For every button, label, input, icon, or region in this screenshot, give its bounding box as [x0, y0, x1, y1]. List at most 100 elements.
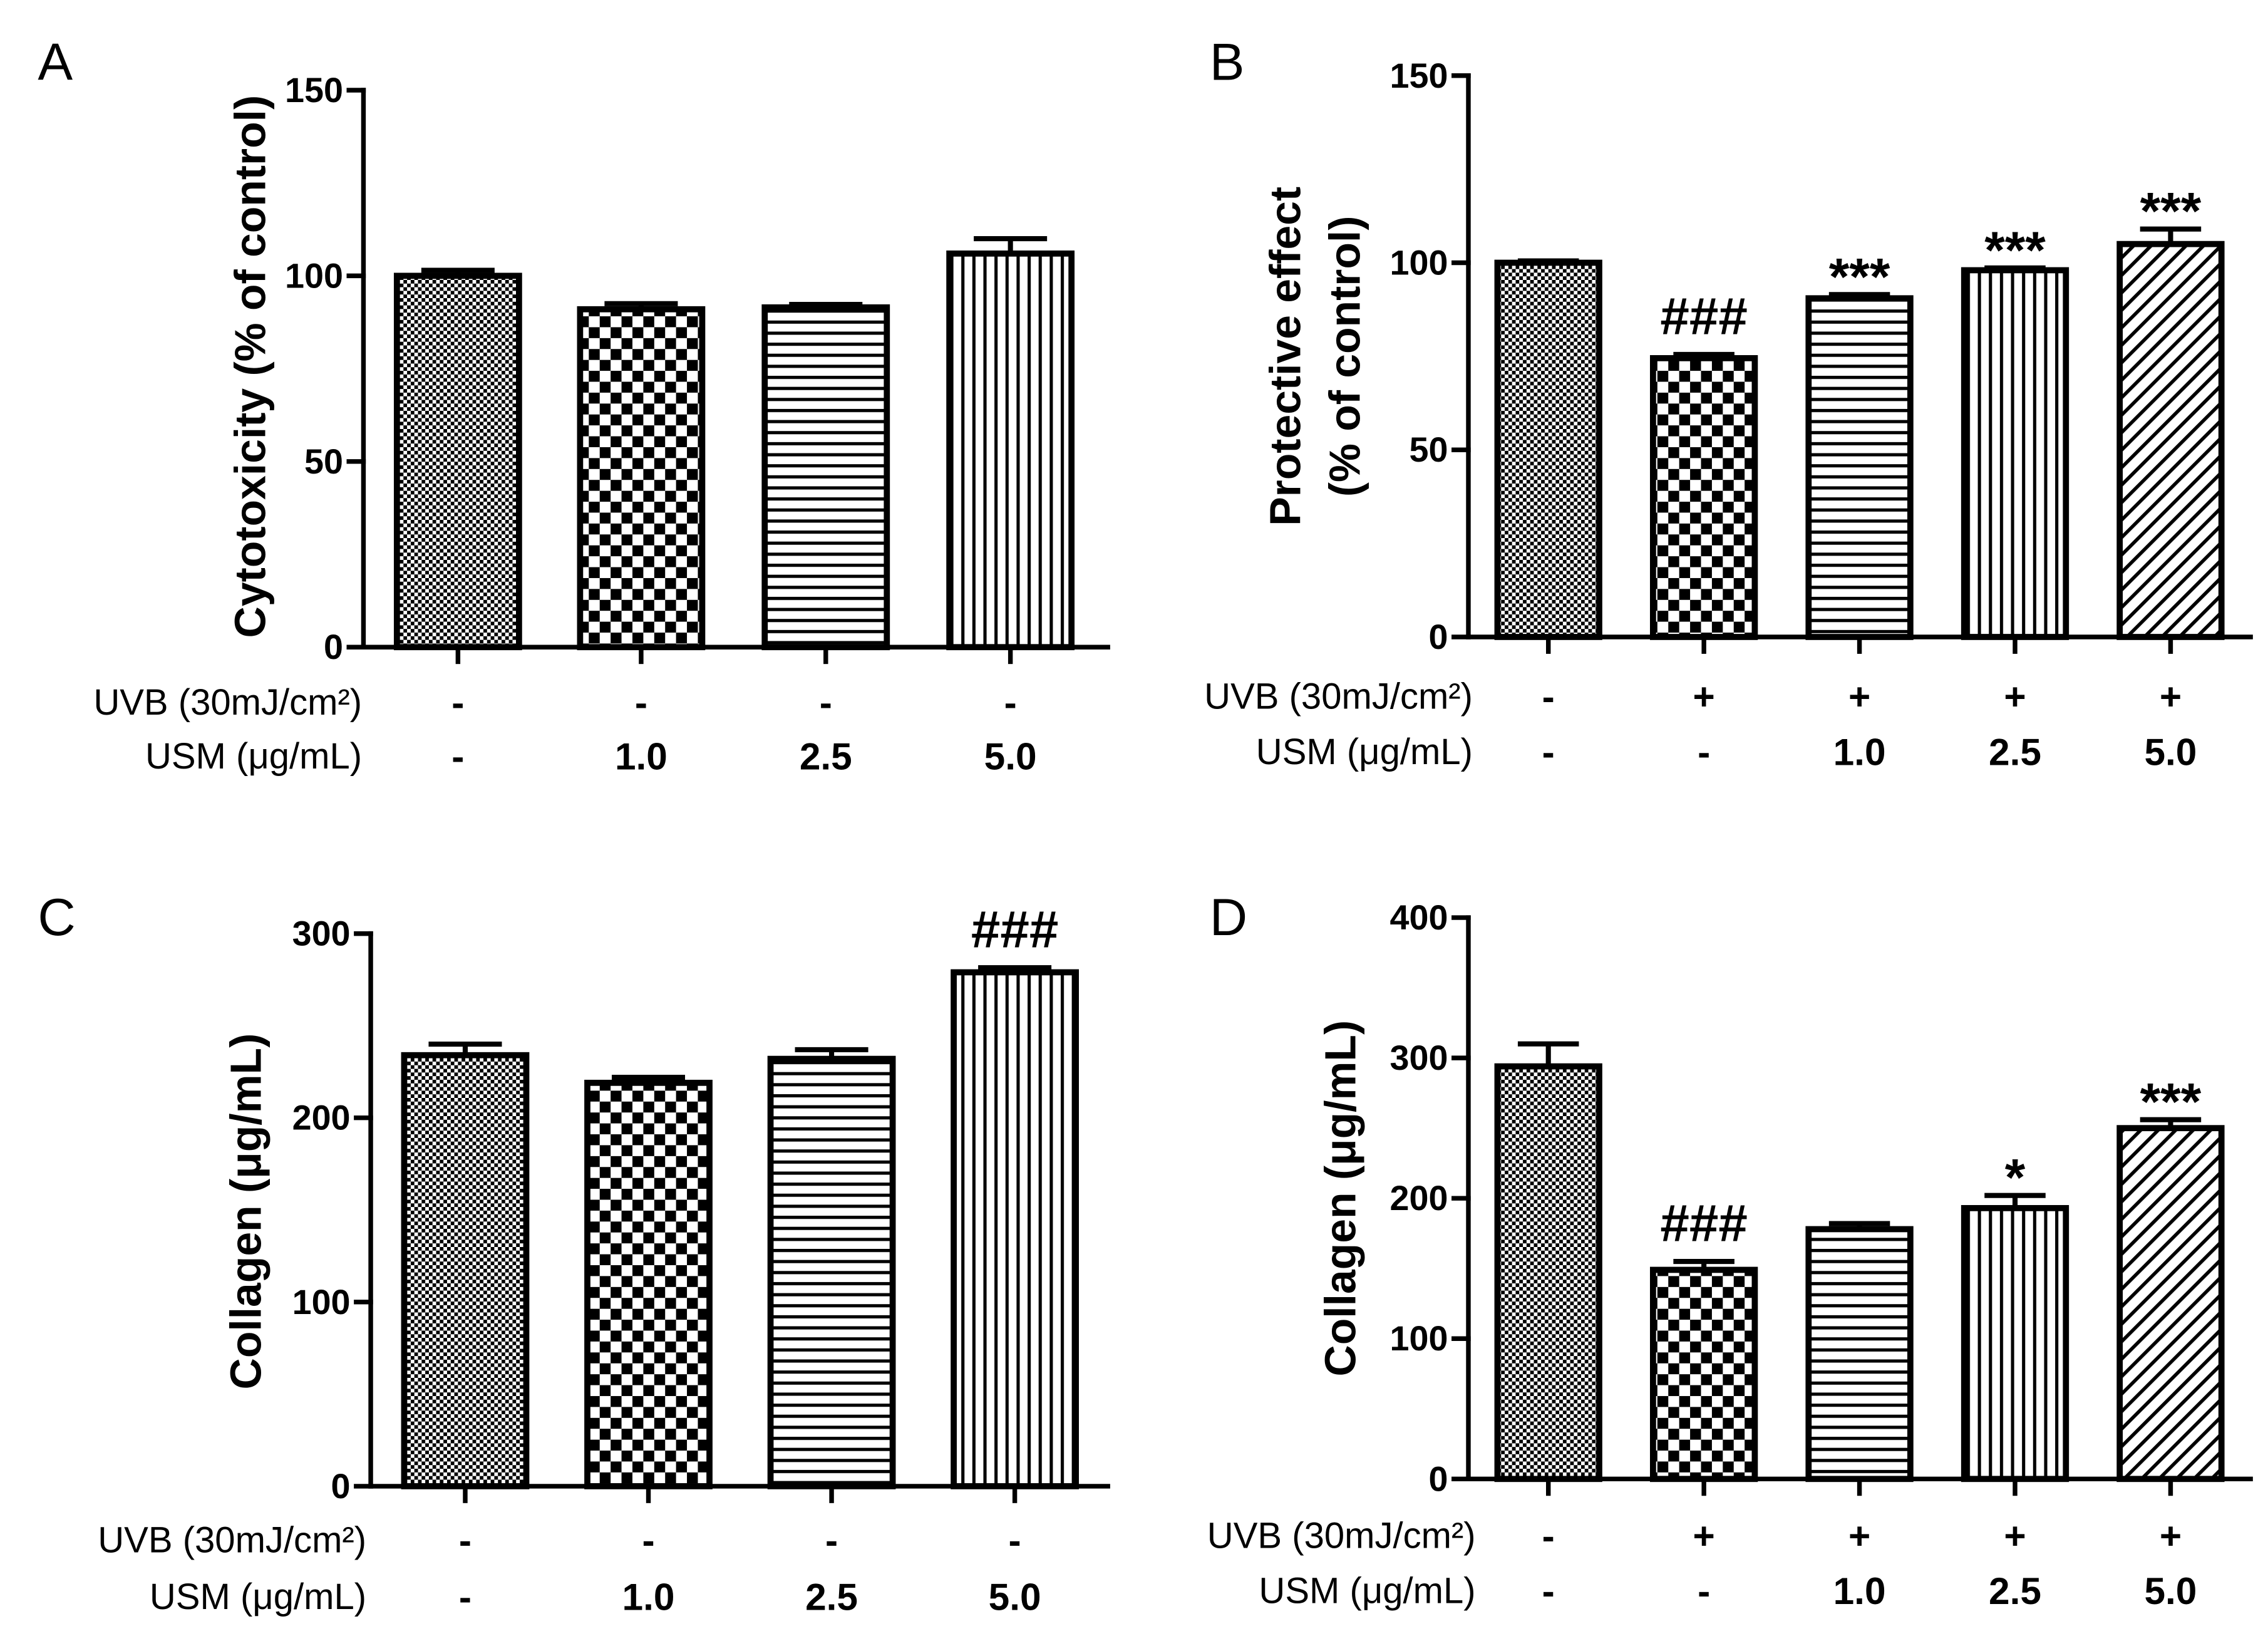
y-axis-label: Collagen (μg/mL): [1316, 1020, 1365, 1377]
condition-value: -: [1542, 730, 1555, 773]
bar-4: [1961, 1205, 2070, 1483]
significance-label: ***: [2140, 182, 2202, 241]
condition-value: 2.5: [805, 1575, 858, 1618]
bar-4: [951, 969, 1080, 1489]
condition-value: -: [451, 735, 464, 777]
condition-value: -: [820, 681, 832, 723]
y-tick-label: 0: [324, 628, 343, 666]
bar-3: [1805, 1226, 1914, 1483]
bar-2: [584, 1079, 713, 1489]
significance-label: ###: [1660, 286, 1747, 345]
y-tick-label: 50: [1410, 430, 1448, 469]
condition-value: -: [642, 1519, 654, 1561]
condition-value: +: [1848, 1514, 1870, 1557]
panel-letter: D: [1210, 888, 1247, 946]
y-tick-label: 100: [1390, 1319, 1448, 1358]
y-tick-label: 400: [1390, 898, 1448, 937]
condition-label: USM (μg/mL): [1256, 732, 1473, 772]
condition-value: +: [1848, 675, 1870, 718]
condition-value: 1.0: [622, 1575, 675, 1618]
significance-label: ***: [1984, 220, 2046, 279]
bar-5: [2116, 1125, 2225, 1483]
condition-value: 1.0: [1833, 1570, 1886, 1612]
condition-label: UVB (30mJ/cm²): [93, 682, 362, 723]
condition-value: 2.5: [1989, 730, 2041, 773]
bar-4: [946, 250, 1075, 651]
y-tick-label: 100: [285, 256, 343, 295]
bar-3: [761, 304, 890, 651]
condition-value: -: [451, 681, 464, 723]
condition-value: 5.0: [984, 735, 1037, 777]
condition-value: +: [1693, 1514, 1715, 1557]
significance-label: ###: [1660, 1194, 1747, 1253]
condition-value: -: [459, 1519, 472, 1561]
condition-value: -: [1542, 675, 1555, 718]
condition-value: 5.0: [2144, 1570, 2197, 1612]
condition-value: 1.0: [1833, 730, 1886, 773]
condition-label: USM (μg/mL): [150, 1576, 366, 1617]
condition-value: 5.0: [2144, 730, 2197, 773]
bar-1: [401, 1052, 530, 1489]
condition-value: +: [2004, 675, 2026, 718]
panel-c-chart: C Collagen (μg/mL) - - - 1.0 - 2.5 ### - 5.0 0 100 20…: [38, 888, 1110, 1618]
condition-label: UVB (30mJ/cm²): [1204, 676, 1473, 717]
condition-value: -: [1698, 730, 1710, 773]
condition-value: -: [825, 1519, 838, 1561]
significance-label: ***: [2140, 1072, 2202, 1131]
condition-value: +: [2160, 675, 2182, 718]
bar-3: [1805, 295, 1914, 640]
bar-1: [393, 272, 522, 651]
y-axis-label: (% of control): [1321, 216, 1369, 497]
y-tick-label: 50: [304, 442, 343, 481]
condition-value: -: [1009, 1519, 1021, 1561]
bar-3: [767, 1055, 896, 1489]
bar-1: [1494, 259, 1602, 640]
y-tick-label: 0: [331, 1467, 351, 1506]
bar-4: [1961, 267, 2070, 640]
condition-value: -: [1698, 1570, 1710, 1612]
significance-label: *: [2005, 1148, 2026, 1207]
condition-value: -: [635, 681, 647, 723]
condition-label: USM (μg/mL): [1259, 1571, 1475, 1612]
condition-label: UVB (30mJ/cm²): [1207, 1515, 1476, 1556]
y-axis-label: Collagen (μg/mL): [221, 1033, 270, 1390]
condition-value: -: [459, 1575, 472, 1618]
condition-value: -: [1004, 681, 1017, 723]
y-tick-label: 150: [1390, 56, 1448, 95]
condition-value: +: [2004, 1514, 2026, 1557]
y-tick-label: 300: [292, 914, 351, 953]
y-tick-label: 200: [292, 1099, 351, 1137]
condition-value: +: [2160, 1514, 2182, 1557]
y-tick-label: 0: [1429, 1459, 1448, 1498]
y-axis-label: Cytotoxicity (% of control): [225, 95, 274, 638]
bar-2: [1650, 355, 1758, 640]
panel-b-chart: B Protective effect (% of control) - - ### + - *…: [1204, 33, 2253, 773]
significance-label: ***: [1829, 247, 1890, 306]
y-tick-label: 300: [1390, 1038, 1448, 1077]
condition-label: UVB (30mJ/cm²): [98, 1519, 366, 1560]
bar-2: [1650, 1266, 1758, 1483]
y-tick-label: 150: [285, 71, 343, 110]
y-tick-label: 200: [1390, 1179, 1448, 1218]
panel-letter: C: [38, 888, 75, 946]
panel-a-chart: A Cytotoxicity (% of control) - - - 1.0 - 2.5 - 5…: [38, 33, 1110, 777]
condition-value: -: [1542, 1514, 1555, 1557]
condition-value: -: [1542, 1570, 1555, 1612]
condition-value: +: [1693, 675, 1715, 718]
condition-label: USM (μg/mL): [145, 736, 362, 777]
panel-letter: A: [38, 33, 73, 91]
significance-label: ###: [971, 900, 1058, 959]
condition-value: 1.0: [615, 735, 668, 777]
bar-1: [1494, 1063, 1602, 1483]
panel-d-chart: D Collagen (μg/mL) - - ### + - +1.0 * +2.5 *** +5.0…: [1207, 888, 2253, 1612]
condition-value: 2.5: [1989, 1570, 2041, 1612]
y-tick-label: 0: [1429, 618, 1448, 656]
y-tick-label: 100: [292, 1283, 351, 1322]
panel-letter: B: [1210, 33, 1245, 91]
y-tick-label: 100: [1390, 244, 1448, 282]
condition-value: 2.5: [800, 735, 852, 777]
y-axis-label: Protective effect: [1260, 187, 1309, 526]
bar-5: [2116, 241, 2225, 640]
condition-value: 5.0: [989, 1575, 1041, 1618]
